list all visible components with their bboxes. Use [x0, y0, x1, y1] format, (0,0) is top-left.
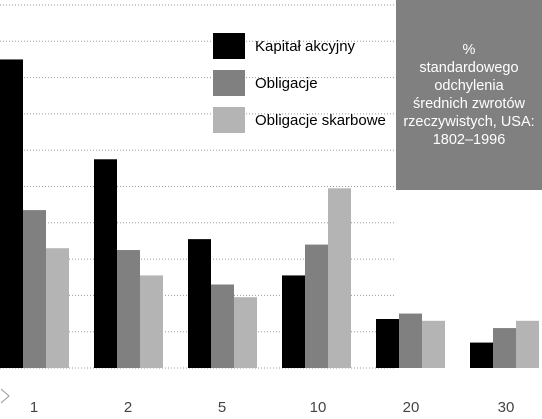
- info-box: % standardowego odchylenia średnich zwro…: [396, 0, 542, 190]
- bar: [140, 275, 163, 368]
- bar: [399, 314, 422, 368]
- bar: [376, 319, 399, 368]
- legend-swatch: [213, 107, 245, 133]
- x-tick-label: 20: [403, 399, 420, 416]
- bar: [117, 250, 140, 368]
- info-line: rzeczywistych, USA:: [403, 113, 534, 131]
- x-tick-label: 1: [30, 399, 38, 416]
- bar: [46, 248, 69, 368]
- bar: [493, 328, 516, 368]
- axis-start-arrow-icon: [1, 389, 9, 403]
- legend-swatch: [213, 33, 245, 59]
- info-line: średnich zwrotów: [413, 95, 525, 113]
- info-line: standardowego: [419, 59, 518, 77]
- bar: [516, 321, 539, 368]
- legend-swatch: [213, 70, 245, 96]
- info-line: %: [463, 41, 476, 59]
- bar: [94, 159, 117, 368]
- bar: [305, 245, 328, 368]
- x-tick-label: 2: [124, 399, 132, 416]
- info-line: 1802–1996: [433, 131, 506, 149]
- legend: Kapitał akcyjny Obligacje Obligacje skarbo…: [213, 33, 386, 133]
- x-tick-label: 30: [498, 399, 515, 416]
- bar: [188, 239, 211, 368]
- bar: [328, 188, 351, 368]
- bar: [282, 275, 305, 368]
- x-tick-label: 10: [310, 399, 327, 416]
- x-tick-labels: 1 2 5 10 20 30: [30, 399, 515, 416]
- bar: [211, 285, 234, 368]
- legend-label: Kapitał akcyjny: [255, 38, 356, 55]
- bar: [234, 297, 257, 368]
- bar: [0, 59, 23, 368]
- x-tick-label: 5: [218, 399, 226, 416]
- info-line: odchylenia: [434, 77, 503, 95]
- bar: [23, 210, 46, 368]
- bar: [422, 321, 445, 368]
- bar: [470, 343, 493, 368]
- legend-label: Obligacje: [255, 75, 318, 92]
- legend-label: Obligacje skarbowe: [255, 112, 386, 129]
